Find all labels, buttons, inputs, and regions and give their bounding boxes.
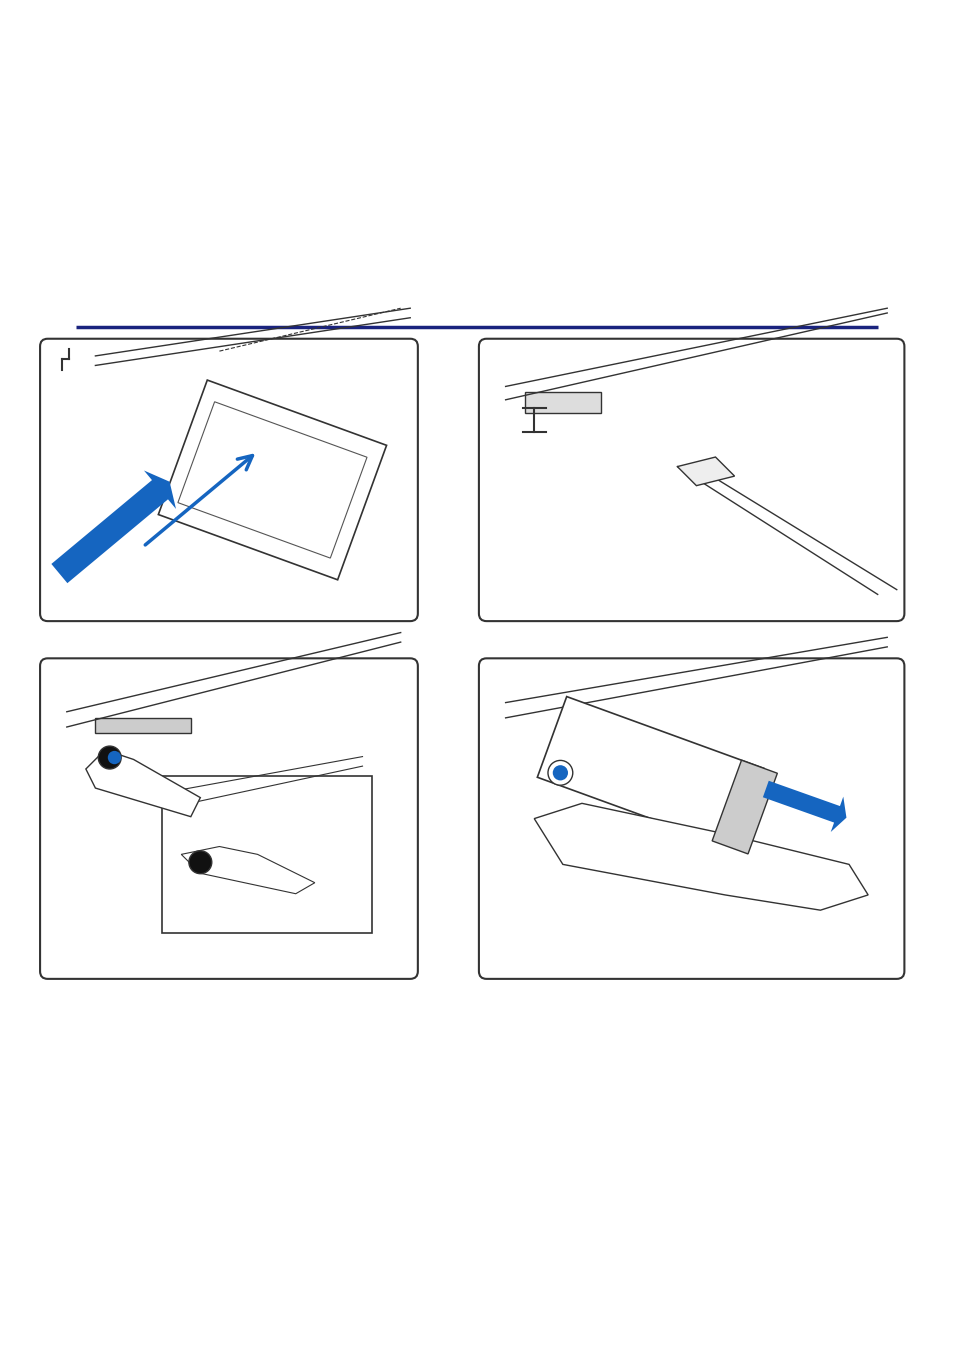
- Circle shape: [108, 751, 121, 765]
- Bar: [95, 717, 191, 734]
- FancyBboxPatch shape: [40, 339, 417, 621]
- Polygon shape: [711, 761, 777, 854]
- FancyBboxPatch shape: [40, 658, 417, 979]
- Polygon shape: [677, 457, 734, 485]
- Polygon shape: [181, 847, 314, 894]
- Polygon shape: [534, 804, 867, 911]
- Bar: [524, 392, 600, 413]
- Polygon shape: [158, 380, 386, 580]
- Bar: [162, 775, 372, 934]
- FancyBboxPatch shape: [478, 339, 903, 621]
- FancyBboxPatch shape: [62, 349, 86, 380]
- Circle shape: [552, 765, 567, 781]
- Polygon shape: [86, 750, 200, 817]
- Polygon shape: [537, 697, 763, 848]
- Circle shape: [189, 851, 212, 874]
- Circle shape: [98, 746, 121, 769]
- Circle shape: [547, 761, 572, 785]
- Bar: [181, 817, 276, 831]
- FancyBboxPatch shape: [478, 658, 903, 979]
- Polygon shape: [177, 401, 367, 558]
